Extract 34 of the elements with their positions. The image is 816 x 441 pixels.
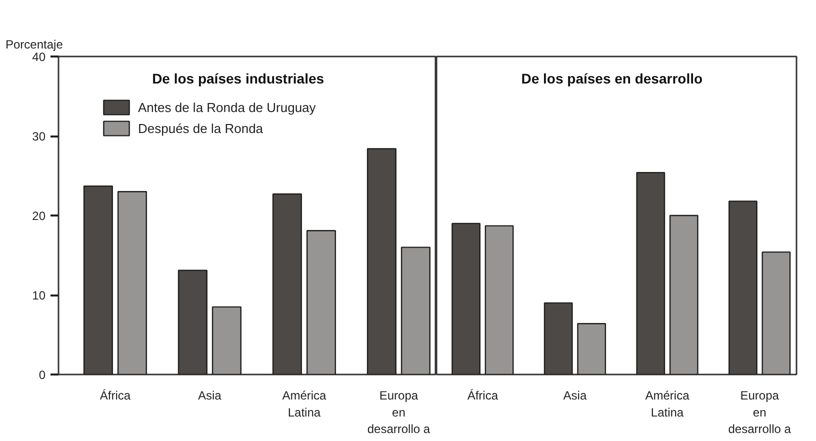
x-tick-label: Europa en desarrollo a — [367, 388, 430, 436]
y-tick-label: 30 — [32, 130, 46, 144]
bar — [272, 193, 302, 374]
x-tick-label: Asia — [563, 388, 587, 402]
bar — [669, 214, 698, 374]
x-tick-label: Europa en desarrollo a — [728, 388, 792, 436]
bar — [762, 251, 791, 374]
bar — [544, 302, 573, 374]
x-tick-label: Asia — [198, 388, 222, 402]
bar — [400, 246, 430, 374]
bar — [577, 323, 606, 374]
bar — [178, 270, 208, 374]
bar — [366, 148, 396, 374]
bar — [117, 191, 147, 374]
legend-label: Antes de la Ronda de Uruguay — [138, 98, 316, 116]
y-tick-label: 0 — [38, 368, 46, 382]
y-tick-label: 20 — [32, 209, 46, 223]
bar — [83, 185, 113, 374]
y-tick-label: 10 — [32, 288, 46, 302]
text: De los países industriales — [152, 70, 324, 86]
text: De los países en desarrollo — [521, 70, 703, 86]
x-tick-label: África — [100, 388, 131, 402]
y-axis-title: Porcentaje — [6, 38, 64, 52]
bar — [212, 306, 242, 374]
bar — [306, 230, 336, 374]
y-tick-label: 40 — [32, 50, 46, 64]
x-tick-label: América Latina — [645, 388, 690, 420]
x-tick-label: África — [467, 388, 498, 402]
bar — [452, 222, 480, 374]
bar — [728, 200, 758, 374]
legend-label: Después de la Ronda — [138, 120, 264, 137]
x-tick-label: América Latina — [282, 388, 327, 420]
bar — [636, 172, 666, 374]
bar — [484, 225, 514, 374]
